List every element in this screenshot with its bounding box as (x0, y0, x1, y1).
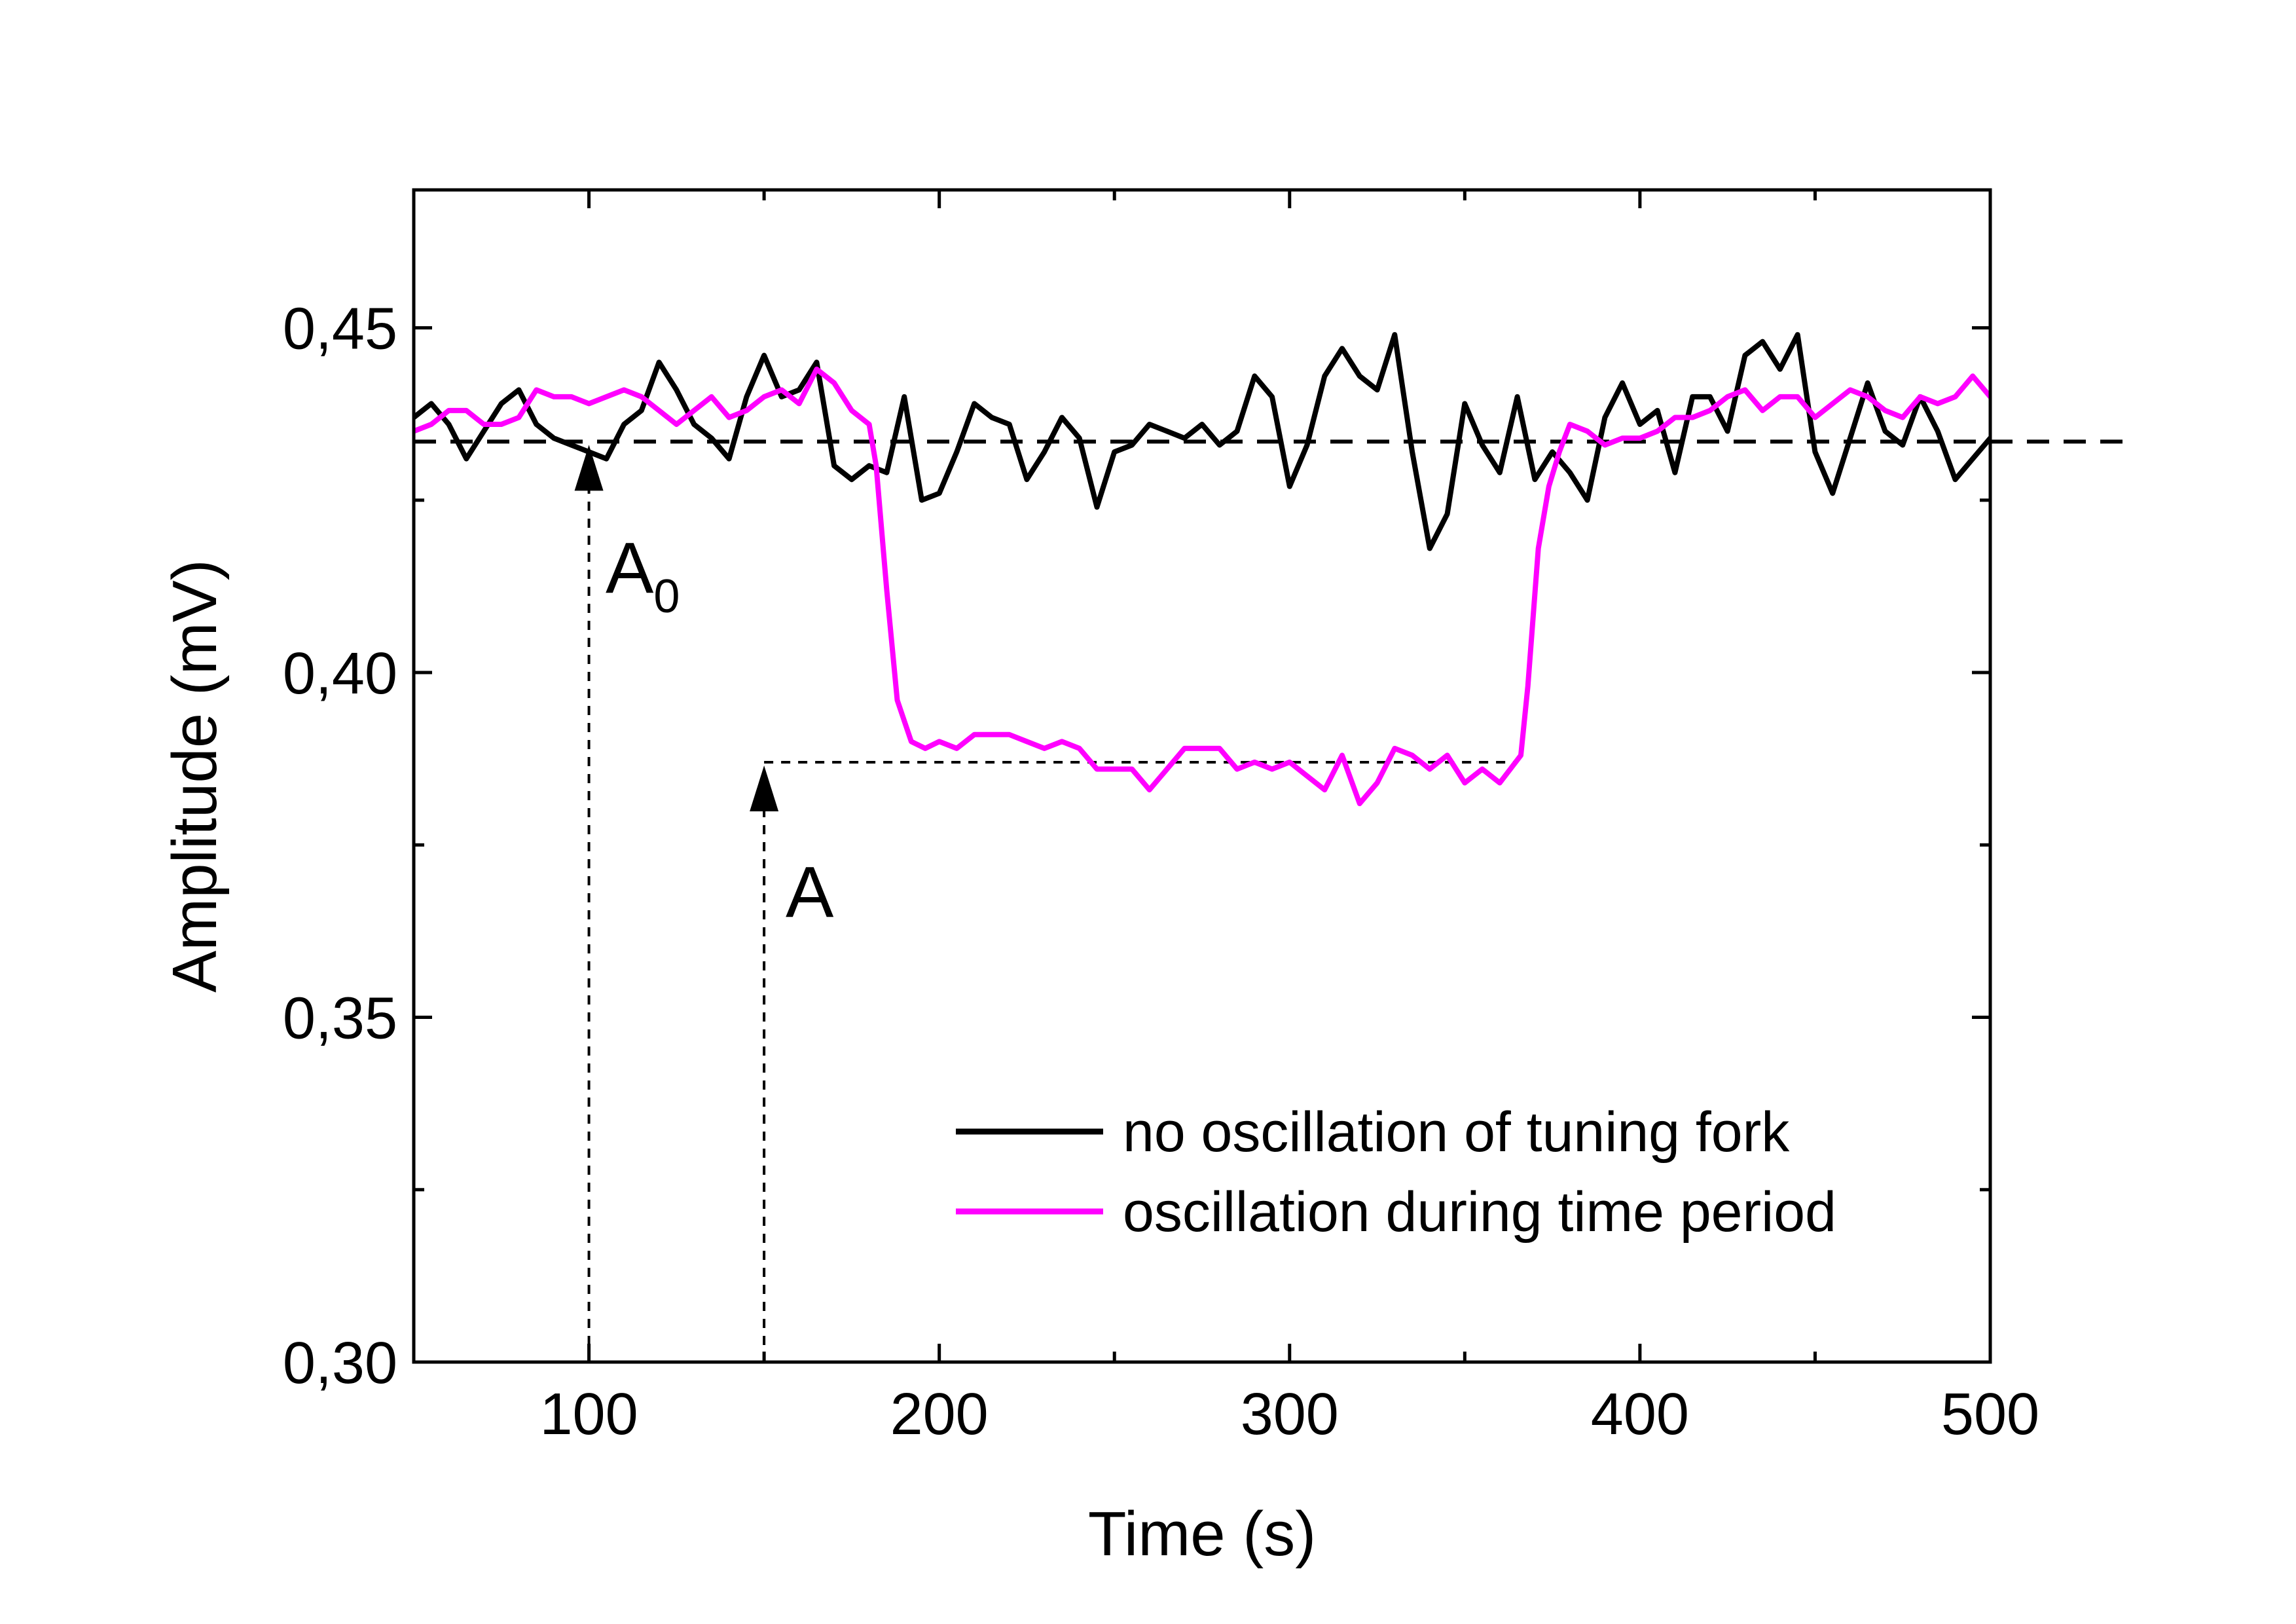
a-arrow-head (750, 765, 779, 811)
x-tick-label: 100 (539, 1382, 638, 1447)
a0-arrow-head (574, 445, 604, 491)
a0-label-main: A (606, 528, 654, 608)
y-axis-title: Amplitude (mV) (160, 559, 230, 993)
a0-label: A0 (606, 528, 680, 623)
reference-lines (414, 439, 2128, 1362)
x-axis-title: Time (s) (1088, 1499, 1316, 1569)
a0-label-sub: 0 (653, 570, 680, 623)
legend: no oscillation of tuning fork oscillatio… (956, 1101, 1836, 1244)
x-tick-label: 500 (1941, 1382, 2039, 1447)
series-line-1 (414, 366, 1990, 807)
y-tick-label: 0,40 (283, 641, 397, 707)
annotations: A0 A (606, 528, 834, 932)
legend-label-no-oscillation: no oscillation of tuning fork (1123, 1101, 1790, 1164)
y-tick-label: 0,30 (283, 1331, 397, 1396)
series-line-0 (414, 332, 1990, 551)
x-tick-label: 200 (890, 1382, 989, 1447)
a-label: A (786, 852, 834, 932)
legend-label-oscillation: oscillation during time period (1123, 1181, 1836, 1244)
y-tick-label: 0,35 (283, 986, 397, 1052)
y-tick-label: 0,45 (283, 297, 397, 362)
axis-ticks: 100 200 300 400 500 0,30 0,35 0,40 0,45 (283, 190, 2039, 1447)
x-tick-label: 300 (1241, 1382, 1339, 1447)
x-tick-label: 400 (1591, 1382, 1689, 1447)
data-series (414, 332, 1990, 807)
plot-frame (412, 188, 1992, 1364)
